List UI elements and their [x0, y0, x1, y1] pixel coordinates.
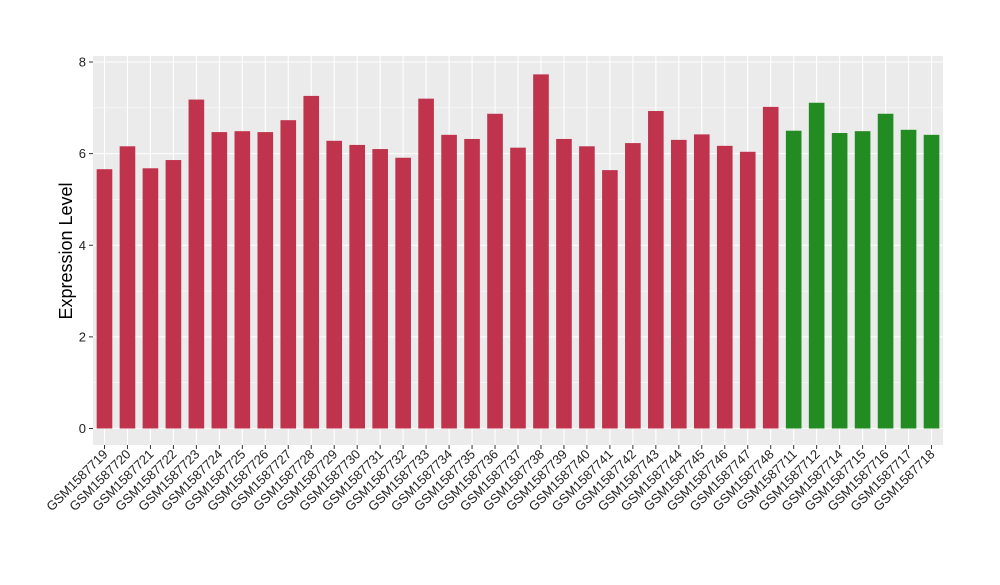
bar-GSM1587726 [257, 132, 274, 429]
bar-GSM1587732 [395, 157, 411, 429]
bar-GSM1587725 [234, 131, 251, 429]
bar-GSM1587737 [510, 147, 526, 429]
x-axis: GSM1587719GSM1587720GSM1587721GSM1587722… [43, 445, 938, 514]
bar-GSM1587738 [533, 74, 549, 429]
y-tick-label: 2 [79, 329, 86, 344]
bar-GSM1587723 [188, 99, 205, 429]
bar-GSM1587741 [602, 170, 618, 429]
y-tick-label: 6 [79, 146, 86, 161]
bar-GSM1587730 [349, 144, 365, 429]
bar-GSM1587731 [372, 149, 388, 429]
bar-GSM1587715 [854, 131, 871, 429]
bar-GSM1587711 [785, 130, 802, 429]
y-tick-label: 8 [79, 55, 86, 70]
bar-GSM1587734 [441, 134, 457, 429]
bar-GSM1587739 [556, 138, 572, 429]
bar-GSM1587728 [303, 95, 320, 429]
bar-GSM1587727 [280, 120, 297, 429]
bar-GSM1587718 [923, 134, 940, 429]
bar-GSM1587748 [762, 106, 779, 429]
bar-GSM1587745 [693, 134, 710, 429]
bar-GSM1587714 [831, 133, 848, 429]
bar-GSM1587724 [211, 132, 228, 429]
bar-GSM1587719 [96, 169, 113, 429]
bar-GSM1587716 [877, 113, 894, 429]
y-tick-label: 4 [79, 238, 86, 253]
bar-GSM1587742 [625, 143, 641, 429]
bar-GSM1587743 [648, 111, 664, 429]
bar-GSM1587733 [418, 98, 434, 429]
bar-GSM1587735 [464, 138, 480, 429]
bar-GSM1587736 [487, 113, 503, 429]
bar-GSM1587717 [900, 129, 917, 429]
y-axis-title: Expression Level [56, 182, 76, 319]
y-axis: 0 2 4 6 8 [79, 55, 93, 436]
bar-GSM1587747 [739, 151, 756, 429]
bar-GSM1587722 [165, 160, 182, 429]
bar-GSM1587720 [119, 146, 136, 429]
bar-GSM1587744 [671, 139, 687, 429]
bar-GSM1587746 [716, 145, 733, 429]
bar-GSM1587721 [142, 168, 159, 429]
bar-GSM1587740 [579, 146, 595, 429]
bars [96, 74, 940, 429]
bar-GSM1587712 [808, 102, 825, 429]
bar-GSM1587729 [326, 140, 343, 429]
y-tick-label: 0 [79, 421, 86, 436]
